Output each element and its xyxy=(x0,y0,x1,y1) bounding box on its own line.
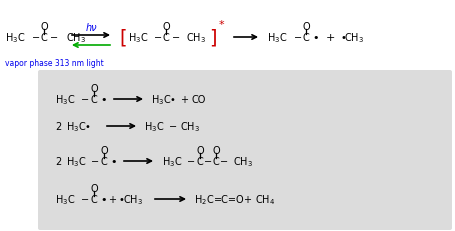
Text: H$_3$C: H$_3$C xyxy=(66,155,86,168)
Text: CH$_3$: CH$_3$ xyxy=(123,192,143,206)
Text: O: O xyxy=(90,183,98,193)
Text: •: • xyxy=(340,33,346,43)
Text: •: • xyxy=(119,194,125,204)
Text: O: O xyxy=(302,22,310,32)
Text: +: + xyxy=(325,33,335,43)
Text: −: − xyxy=(32,33,40,43)
Text: vapor phase 313 nm light: vapor phase 313 nm light xyxy=(5,59,104,68)
Text: H$_3$C: H$_3$C xyxy=(5,31,25,45)
Text: O: O xyxy=(90,84,98,94)
Text: •: • xyxy=(100,194,106,204)
Text: −: − xyxy=(50,33,58,43)
Text: −: − xyxy=(187,156,195,166)
Text: *: * xyxy=(219,20,225,30)
Text: CH$_3$: CH$_3$ xyxy=(344,31,364,45)
Text: O: O xyxy=(100,145,108,155)
Text: CO: CO xyxy=(192,94,207,105)
Text: H$_3$C•: H$_3$C• xyxy=(151,93,176,106)
Text: CH$_3$: CH$_3$ xyxy=(233,155,253,168)
Text: =C=O: =C=O xyxy=(214,194,245,204)
Text: H$_3$C: H$_3$C xyxy=(144,120,164,133)
Text: +: + xyxy=(108,194,116,204)
Text: O: O xyxy=(162,22,170,32)
Text: C: C xyxy=(212,156,219,166)
Text: •: • xyxy=(100,94,106,105)
Text: •: • xyxy=(110,156,116,166)
Text: H$_3$C: H$_3$C xyxy=(55,93,76,106)
Text: O: O xyxy=(196,145,204,155)
Text: O: O xyxy=(212,145,220,155)
Text: H$_2$C: H$_2$C xyxy=(194,192,214,206)
Text: H$_3$C: H$_3$C xyxy=(128,31,148,45)
Text: H$_3$C•: H$_3$C• xyxy=(66,120,91,133)
Text: C: C xyxy=(91,194,97,204)
Text: −: − xyxy=(294,33,302,43)
Text: ]: ] xyxy=(209,28,217,47)
Text: C: C xyxy=(197,156,203,166)
Text: −: − xyxy=(220,156,228,166)
Text: C: C xyxy=(303,33,309,43)
Text: O: O xyxy=(40,22,48,32)
Text: CH$_3$: CH$_3$ xyxy=(180,120,200,133)
Text: H$_3$C: H$_3$C xyxy=(162,155,182,168)
Text: CH$_3$: CH$_3$ xyxy=(186,31,206,45)
Text: −: − xyxy=(169,122,177,131)
Text: [: [ xyxy=(119,28,126,47)
Text: 2: 2 xyxy=(55,156,61,166)
Text: •: • xyxy=(312,33,318,43)
Text: CH$_4$: CH$_4$ xyxy=(255,192,275,206)
Text: −: − xyxy=(154,33,162,43)
Text: +: + xyxy=(243,194,251,204)
Text: C: C xyxy=(91,94,97,105)
Text: 2: 2 xyxy=(55,122,61,131)
Text: H$_3$C: H$_3$C xyxy=(267,31,287,45)
Text: hν: hν xyxy=(85,23,97,33)
Text: −: − xyxy=(81,194,89,204)
Text: −: − xyxy=(204,156,212,166)
Text: −: − xyxy=(81,94,89,105)
Text: +: + xyxy=(180,94,188,105)
Text: C: C xyxy=(101,156,107,166)
Text: CH$_3$: CH$_3$ xyxy=(66,31,86,45)
FancyBboxPatch shape xyxy=(38,71,452,230)
Text: −: − xyxy=(91,156,99,166)
Text: C: C xyxy=(162,33,169,43)
Text: H$_3$C: H$_3$C xyxy=(55,192,76,206)
Text: −: − xyxy=(172,33,180,43)
Text: C: C xyxy=(40,33,47,43)
